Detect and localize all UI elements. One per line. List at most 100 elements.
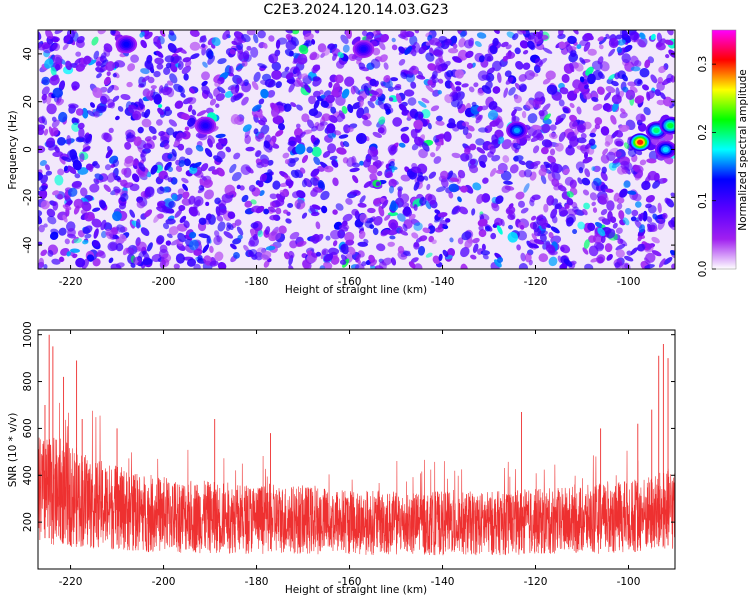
- spectrogram-cell: [283, 103, 292, 112]
- spectrogram-cell: [634, 171, 644, 181]
- spectrogram-cell: [400, 72, 408, 80]
- spectrogram-cell: [197, 255, 203, 261]
- spectrogram-cell: [45, 30, 54, 40]
- spectrogram-cell: [254, 150, 261, 157]
- spectrogram-cell: [67, 165, 77, 175]
- spectrogram-cell: [597, 227, 606, 237]
- spectrogram-cell: [57, 193, 63, 200]
- spectrogram-cell: [457, 169, 466, 179]
- spectrogram-cell: [413, 222, 423, 231]
- spectrogram-cell: [512, 33, 519, 41]
- spectrogram-cell: [347, 103, 354, 114]
- spectrogram-cell: [133, 256, 142, 266]
- spectrogram-cell: [551, 178, 560, 187]
- spectrogram-cell: [336, 60, 345, 69]
- spectrogram-cell: [390, 257, 397, 266]
- spectrogram-cell: [46, 103, 57, 115]
- spectrogram-cell: [398, 103, 407, 112]
- spectrogram-x-ticks: -220 -200 -180 -160 -140 -120 -100: [59, 30, 640, 288]
- spectrogram-cell: [423, 175, 429, 181]
- spectrogram-cell: [549, 124, 557, 131]
- spectrogram-cell: [596, 86, 605, 95]
- spectrogram-cell: [192, 161, 202, 169]
- spectrogram-cell: [495, 195, 504, 205]
- spectrogram-cell: [39, 189, 48, 200]
- spectrogram-cell: [47, 249, 54, 257]
- spectrogram-cell: [532, 145, 540, 154]
- spectrogram-cell: [229, 163, 237, 174]
- spectrogram-cell: [548, 256, 558, 267]
- spectrogram-cell: [306, 146, 314, 154]
- spectrogram-cell: [356, 107, 365, 119]
- spectrogram-cell: [58, 80, 66, 91]
- spectrogram-cell: [473, 82, 479, 88]
- spectrogram-cell: [285, 218, 292, 224]
- spectrogram-cell: [606, 253, 613, 261]
- spectrogram-cell: [40, 200, 50, 210]
- spectrogram-cell: [525, 99, 536, 110]
- spectrogram-cell: [514, 95, 522, 104]
- snr-x-ticks: -220 -200 -180 -160 -140 -120 -100: [59, 330, 640, 588]
- x-tick-label: -120: [524, 576, 548, 588]
- spectrogram-cell: [461, 83, 469, 88]
- spectrogram-cell: [505, 77, 514, 85]
- spectrogram-cell: [127, 63, 136, 72]
- spectrogram-cell: [38, 185, 48, 192]
- spectrogram-cell: [168, 30, 175, 36]
- spectrogram-cell: [410, 257, 419, 263]
- spectrogram-cell: [469, 158, 476, 165]
- spectrogram-cell: [349, 167, 360, 173]
- spectrogram-cell: [669, 249, 675, 256]
- spectrogram-cell: [296, 77, 304, 88]
- spectrogram-cell: [95, 105, 107, 114]
- spectrogram-cell: [362, 119, 372, 127]
- x-tick-label: -140: [431, 276, 455, 288]
- spectrogram-cell: [187, 117, 196, 127]
- spectrogram-cell: [120, 179, 128, 187]
- spectrogram-cell: [452, 56, 462, 63]
- spectrogram-cell: [248, 184, 256, 192]
- spectrogram-cell: [169, 73, 178, 84]
- spectrogram-cell: [62, 43, 69, 51]
- spectrogram-cell: [494, 217, 503, 227]
- spectrogram-cell: [313, 99, 320, 110]
- spectrogram-cell: [259, 173, 268, 183]
- spectrogram-cell: [619, 188, 628, 198]
- spectrogram-cell: [156, 186, 165, 195]
- spectrogram-cell: [558, 99, 565, 107]
- spectrogram-cell: [103, 184, 112, 193]
- spectrogram-cell: [264, 78, 276, 88]
- spectrogram-cell: [484, 225, 491, 232]
- spectrogram-cell: [185, 147, 193, 156]
- spectrogram-cell: [144, 60, 154, 70]
- spectrogram-cell: [645, 194, 655, 203]
- spectrogram-cell: [514, 47, 521, 55]
- spectrogram-cell: [312, 64, 321, 74]
- spectrogram-cell: [283, 174, 291, 181]
- spectrogram-cell: [107, 241, 118, 252]
- spectrogram-cell: [587, 222, 596, 232]
- spectrogram-cell: [600, 235, 606, 244]
- spectrogram-cell: [81, 107, 89, 119]
- spectrogram-cell: [622, 86, 629, 93]
- spectrogram-cell: [310, 177, 319, 186]
- spectrogram-cell: [636, 39, 647, 48]
- spectrogram-cell: [177, 143, 185, 151]
- spectrogram-cell: [476, 147, 486, 154]
- spectrogram-cell: [634, 201, 642, 208]
- spectrogram-cell: [594, 117, 603, 126]
- spectrogram-cell: [449, 177, 460, 182]
- spectrogram-cell: [231, 171, 242, 182]
- spectrogram-cell: [623, 180, 631, 188]
- spectrogram-cell: [52, 42, 61, 51]
- spectrogram-cell: [331, 159, 339, 168]
- spectrogram-cell: [230, 243, 237, 250]
- spectrogram-cell: [451, 152, 461, 159]
- spectrogram-cell: [666, 73, 674, 84]
- spectrogram-cell: [531, 215, 537, 221]
- spectrogram-cell: [616, 203, 623, 210]
- spectrogram-cell: [392, 117, 403, 127]
- spectrogram-cell: [205, 48, 213, 58]
- spectrogram-cell: [578, 167, 584, 174]
- spectrogram-cell: [158, 103, 163, 109]
